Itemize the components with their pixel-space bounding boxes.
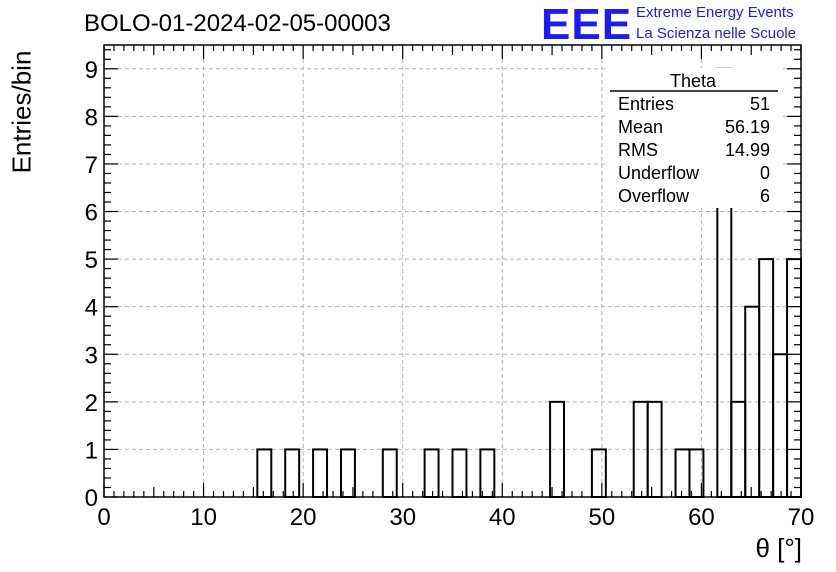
x-tick-label: 20 — [290, 504, 317, 531]
stats-value: 0 — [760, 163, 770, 183]
histogram-bin — [758, 258, 775, 498]
stats-value: 14.99 — [725, 140, 770, 160]
stats-value: 6 — [760, 186, 770, 206]
eee-logo: EEE — [541, 0, 633, 49]
stats-label: Overflow — [618, 186, 690, 206]
stats-label: RMS — [618, 140, 658, 160]
histogram-bin — [590, 448, 607, 498]
y-tick-label: 4 — [85, 295, 98, 322]
chart-title: BOLO-01-2024-02-05-00003 — [84, 10, 391, 37]
x-tick-label: 30 — [389, 504, 416, 531]
y-tick-label: 6 — [85, 200, 98, 227]
stats-label: Entries — [618, 94, 674, 114]
logo-subtitle-line2: La Scienza nelle Scuole — [636, 25, 797, 42]
histogram-bin — [772, 353, 789, 498]
x-tick-label: 10 — [190, 504, 217, 531]
histogram-bin — [423, 448, 440, 498]
x-axis-label: θ [°] — [755, 533, 802, 563]
y-tick-label: 1 — [85, 437, 98, 464]
histogram-bin — [786, 258, 802, 498]
y-tick-label: 5 — [85, 247, 98, 274]
y-tick-label: 2 — [85, 390, 98, 417]
stats-label: Underflow — [618, 163, 700, 183]
y-tick-label: 7 — [85, 152, 98, 179]
histogram-bin — [284, 448, 301, 498]
x-tick-label: 50 — [589, 504, 616, 531]
histogram-bin — [479, 448, 496, 498]
histogram-bin — [312, 448, 329, 498]
histogram-bin — [451, 448, 468, 498]
x-tick-label: 0 — [97, 504, 110, 531]
y-tick-label: 0 — [85, 485, 98, 512]
stats-name: Theta — [670, 71, 717, 91]
x-tick-label: 70 — [788, 504, 815, 531]
stats-label: Mean — [618, 117, 663, 137]
y-tick-label: 3 — [85, 342, 98, 369]
x-tick-label: 60 — [688, 504, 715, 531]
y-tick-label: 8 — [85, 104, 98, 131]
stats-value: 56.19 — [725, 117, 770, 137]
stats-box: Theta Entries 51 Mean 56.19 RMS 14.99 Underflow… — [608, 68, 780, 208]
y-tick-label: 9 — [85, 57, 98, 84]
histogram-bin — [381, 448, 398, 498]
x-tick-label: 40 — [489, 504, 516, 531]
histogram-bin — [674, 448, 691, 498]
logo-subtitle-line1: Extreme Energy Events — [636, 4, 794, 21]
stats-value: 51 — [750, 94, 770, 114]
histogram-bin — [256, 448, 273, 498]
